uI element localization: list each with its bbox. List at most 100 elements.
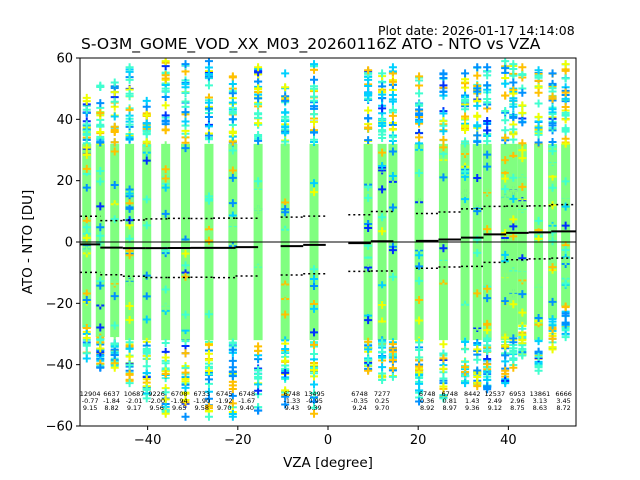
scatter-point <box>254 233 263 242</box>
scatter-point <box>181 144 190 153</box>
bin-mean: -0.95 <box>306 397 323 405</box>
scatter-point <box>161 369 170 378</box>
scatter-point <box>96 127 105 136</box>
scatter-point <box>96 108 105 117</box>
bin-std: 9.36 <box>465 404 479 412</box>
scatter-point <box>509 268 518 277</box>
scatter-point <box>501 106 510 115</box>
scatter-column <box>309 60 319 418</box>
scatter-point <box>181 377 190 386</box>
scatter-point <box>509 215 518 224</box>
scatter-point <box>548 321 557 330</box>
scatter-point <box>364 355 373 364</box>
scatter-point <box>534 130 543 139</box>
scatter-point <box>483 63 492 72</box>
scatter-point <box>561 163 570 172</box>
bin-stat-label: 13495-0.959.39 <box>304 390 325 412</box>
scatter-point <box>378 238 387 247</box>
scatter-point <box>501 208 510 217</box>
scatter-point <box>518 108 527 117</box>
scatter-column <box>253 63 263 415</box>
scatter-point <box>228 391 237 400</box>
scatter-point <box>501 351 510 360</box>
scatter-point <box>125 262 134 271</box>
scatter-point <box>310 350 319 359</box>
scatter-point <box>561 139 570 148</box>
scatter-point <box>181 321 190 330</box>
scatter-point <box>501 379 510 388</box>
scatter-point <box>204 196 213 205</box>
scatter-point <box>388 111 397 120</box>
scatter-point <box>254 146 263 155</box>
scatter-point <box>378 352 387 361</box>
scatter-point <box>473 63 482 72</box>
scatter-point <box>82 354 91 363</box>
scatter-point <box>82 341 91 350</box>
scatter-point <box>82 183 91 192</box>
bin-count: 9226 <box>148 390 165 398</box>
scatter-point <box>548 166 557 175</box>
scatter-point <box>415 353 424 362</box>
scatter-point <box>534 313 543 322</box>
bin-count: 6748 <box>284 390 301 398</box>
bin-count: 8442 <box>464 390 481 398</box>
bin-mean: 2.49 <box>488 397 502 405</box>
scatter-point <box>181 368 190 377</box>
scatter-point <box>310 389 319 398</box>
scatter-column <box>388 63 398 381</box>
scatter-point <box>439 382 448 391</box>
scatter-point <box>82 143 91 152</box>
scatter-point <box>415 117 424 126</box>
scatter-point <box>501 64 510 73</box>
scatter-point <box>561 193 570 202</box>
scatter-point <box>96 363 105 372</box>
scatter-point <box>125 302 134 311</box>
bin-stat-label: 6748-1.339.43 <box>284 390 301 412</box>
scatter-point <box>439 135 448 144</box>
scatter-point <box>181 261 190 270</box>
scatter-point <box>518 174 527 183</box>
scatter-point <box>415 217 424 226</box>
scatter-point <box>142 292 151 301</box>
bin-std: 9.40 <box>240 404 254 412</box>
scatter-point <box>461 96 470 105</box>
bin-stat-label: 6748-0.359.24 <box>351 390 368 412</box>
scatter-point <box>548 297 557 306</box>
scatter-point <box>161 285 170 294</box>
bin-count: 10687 <box>124 390 145 398</box>
scatter-point <box>281 297 290 306</box>
scatter-point <box>142 394 151 403</box>
bin-mean: -2.01 <box>126 397 143 405</box>
scatter-point <box>473 310 482 319</box>
scatter-point <box>509 71 518 80</box>
scatter-point <box>181 79 190 88</box>
scatter-point <box>310 340 319 349</box>
scatter-point <box>161 338 170 347</box>
scatter-point <box>518 254 527 263</box>
scatter-point <box>483 310 492 319</box>
scatter-point <box>439 189 448 198</box>
scatter-point <box>388 95 397 104</box>
scatter-point <box>254 312 263 321</box>
y-axis-label: ATO - NTO [DU] <box>20 190 36 295</box>
scatter-point <box>439 143 448 152</box>
scatter-point <box>204 288 213 297</box>
scatter-point <box>415 228 424 237</box>
bin-std: 8.82 <box>104 404 118 412</box>
scatter-point <box>181 205 190 214</box>
scatter-point <box>281 310 290 319</box>
scatter-point <box>534 209 543 218</box>
scatter-point <box>518 198 527 207</box>
scatter-point <box>415 362 424 371</box>
scatter-point <box>204 394 213 403</box>
scatter-point <box>378 174 387 183</box>
scatter-point <box>204 161 213 170</box>
scatter-point <box>509 184 518 193</box>
scatter-point <box>473 101 482 110</box>
scatter-point <box>96 81 105 90</box>
x-tick-label: 40 <box>500 433 517 448</box>
scatter-point <box>281 356 290 365</box>
